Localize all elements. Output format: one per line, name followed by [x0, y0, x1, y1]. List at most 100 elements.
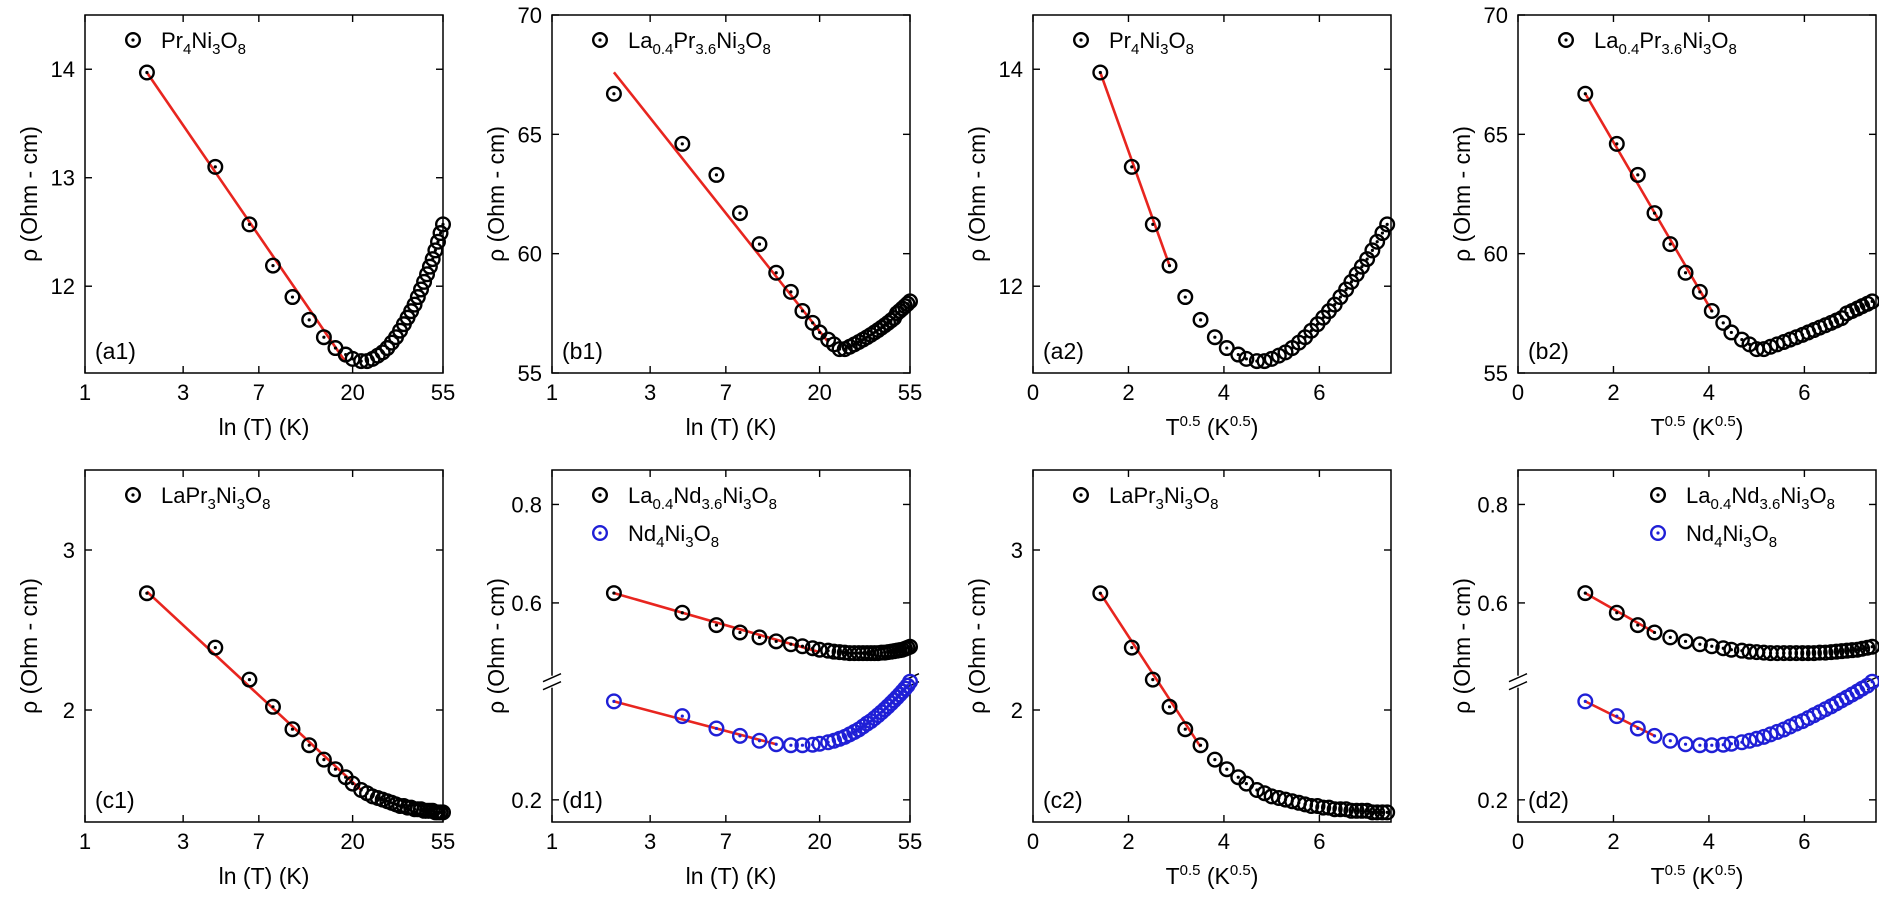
data-point-center: [290, 295, 295, 299]
data-point: [1230, 346, 1247, 363]
y-axis-label: ρ (Ohm - cm): [483, 578, 509, 714]
data-point-center: [1683, 639, 1688, 643]
y-tick-label: 65: [518, 122, 542, 147]
data-point-center: [1698, 743, 1702, 747]
data-point: [427, 242, 444, 259]
data-point: [1646, 727, 1663, 744]
legend-marker: [592, 32, 609, 49]
data-point: [284, 721, 301, 738]
data-point: [674, 135, 691, 152]
x-tick-label: 20: [807, 829, 831, 854]
plot-frame: [1032, 469, 1392, 823]
y-tick-label: 3: [1011, 538, 1023, 563]
data-point-center: [1652, 734, 1657, 738]
panel-label: (d1): [562, 787, 603, 813]
data-point-center: [290, 727, 295, 731]
data-point: [1662, 236, 1679, 253]
x-tick-label: 20: [340, 380, 364, 405]
data-point: [315, 751, 332, 768]
data-point: [899, 295, 916, 312]
data-point-center: [1668, 635, 1672, 639]
data-point: [1177, 721, 1194, 738]
data-point: [1218, 761, 1235, 778]
data-point-center: [889, 318, 893, 323]
data-point: [1608, 708, 1625, 725]
data-point: [782, 636, 799, 653]
data-point-center: [145, 591, 149, 595]
plot-frame: [84, 469, 444, 823]
legend-label: Pr4Ni3O8: [1109, 28, 1194, 58]
axis-break-mask-right: [1870, 675, 1879, 688]
data-point-center: [344, 775, 348, 779]
x-tick-label: 0: [1512, 380, 1524, 405]
x-tick-label: 2: [1122, 829, 1134, 854]
x-tick-label: 4: [1218, 380, 1230, 405]
data-point: [1723, 735, 1740, 752]
data-point: [1359, 251, 1376, 268]
data-point: [1859, 677, 1876, 694]
legend-marker-center: [131, 493, 135, 497]
x-tick-label: 7: [720, 829, 732, 854]
data-point-center: [714, 173, 719, 177]
panel-label: (b2): [1528, 338, 1569, 364]
data-point: [1844, 642, 1861, 659]
data-point-center: [441, 222, 445, 226]
y-tick-label: 0.6: [1477, 591, 1508, 616]
data-point-center: [612, 699, 616, 703]
data-point: [674, 708, 691, 725]
data-point-center: [1870, 299, 1874, 303]
data-point-center: [1652, 630, 1657, 635]
axis-break-mark: [542, 673, 562, 683]
data-point: [1723, 641, 1740, 658]
y-axis-label: ρ (Ohm - cm): [1449, 578, 1475, 714]
data-point: [1161, 257, 1178, 274]
data-point: [605, 585, 622, 602]
data-point-center: [1333, 303, 1337, 307]
panel-label: (d2): [1528, 787, 1569, 813]
data-point-center: [1615, 611, 1619, 615]
y-tick-label: 2: [1011, 698, 1023, 723]
data-point-center: [1698, 642, 1702, 646]
data-point: [1733, 734, 1750, 751]
legend-marker: [592, 487, 609, 504]
data-point-center: [1870, 645, 1874, 649]
data-point: [264, 257, 281, 274]
data-point: [1374, 225, 1391, 242]
data-point-center: [438, 231, 443, 235]
y-tick-label: 3: [63, 538, 75, 563]
data-point-center: [774, 742, 778, 746]
data-point: [1646, 624, 1663, 641]
plot-frame: [1517, 469, 1877, 823]
data-point: [1248, 782, 1265, 799]
data-point: [1177, 289, 1194, 306]
data-point: [264, 698, 281, 715]
data-point-center: [1698, 290, 1702, 294]
x-tick-label: 3: [644, 829, 656, 854]
data-point: [1662, 629, 1679, 646]
data-point: [1723, 324, 1740, 341]
x-tick-label: 3: [644, 380, 656, 405]
data-point-center: [757, 242, 762, 246]
fit-line: [1099, 592, 1202, 748]
data-point-center: [1870, 680, 1874, 684]
axis-break-mark: [542, 681, 562, 691]
data-point-center: [333, 346, 338, 350]
data-point: [751, 629, 768, 646]
x-tick-label: 4: [1703, 380, 1715, 405]
data-point: [301, 311, 318, 328]
legend-marker: [1072, 32, 1089, 49]
x-tick-label: 1: [546, 829, 558, 854]
data-point: [794, 302, 811, 319]
panel-label: (a1): [95, 338, 136, 364]
x-axis-label: ln (T) (K): [686, 414, 777, 440]
x-tick-label: 1: [546, 380, 558, 405]
data-point-center: [433, 248, 437, 253]
data-point-center: [1365, 257, 1369, 261]
legend-marker-center: [1656, 531, 1660, 535]
data-point: [768, 633, 785, 650]
data-point-center: [1213, 758, 1217, 762]
data-point-center: [1225, 767, 1229, 771]
legend-marker: [124, 487, 141, 504]
data-point-center: [441, 810, 445, 815]
data-point-center: [1668, 739, 1672, 743]
